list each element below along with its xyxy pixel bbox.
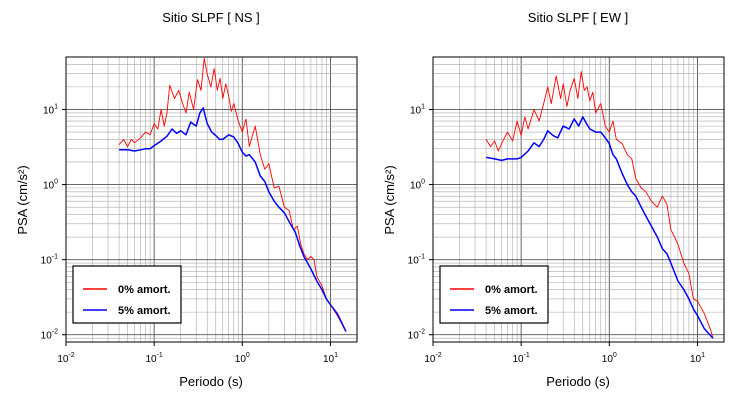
y-axis-label-ew: PSA (cm/s²) — [382, 165, 397, 234]
legend-box-ew — [439, 265, 549, 324]
legend-ew: 0% amort. 5% amort. — [439, 265, 549, 324]
grid-ew — [432, 56, 725, 343]
series-lines-ew — [485, 71, 714, 339]
series-line-ew-1 — [485, 116, 714, 339]
y-tick-label: 101 — [410, 103, 425, 116]
y-tick-labels-ew: 10-2 10-1 100 101 — [408, 103, 433, 342]
x-tick-label: 10-1 — [145, 352, 162, 365]
x-tick-label: 101 — [323, 352, 338, 365]
y-tick-label: 10-2 — [41, 329, 58, 342]
series-line-ns-0 — [118, 57, 347, 332]
y-tick-label: 10-1 — [41, 254, 58, 267]
x-axis-label-ns: Periodo (s) — [179, 374, 243, 389]
plot-frame-ew — [432, 56, 725, 343]
y-tick-labels-ns: 10-2 10-1 100 101 — [41, 103, 66, 342]
series-line-ns-1 — [119, 107, 347, 332]
legend-box-ns — [72, 265, 182, 324]
y-axis-label-ns: PSA (cm/s²) — [15, 165, 30, 234]
x-tick-label: 10-1 — [512, 352, 529, 365]
series-line-ew-0 — [485, 71, 714, 339]
plot-frame-ns — [65, 56, 358, 343]
x-tick-labels-ew: 10-2 10-1 100 101 — [424, 342, 705, 365]
chart-title-ew: Sitio SLPF [ EW ] — [528, 10, 628, 25]
y-tick-label: 10-1 — [408, 254, 425, 267]
x-tick-label: 10-2 — [57, 352, 74, 365]
legend-ns: 0% amort. 5% amort. — [72, 265, 182, 324]
x-tick-label: 101 — [690, 352, 705, 365]
series-lines-ns — [118, 57, 347, 332]
chart-panel-ew: Sitio SLPF [ EW ] 10-2 10-1 100 101 10-210-… — [382, 10, 725, 389]
x-tick-labels-ns: 10-2 10-1 100 101 — [57, 342, 338, 365]
y-tick-label: 101 — [43, 103, 58, 116]
legend-label-ew-0: 0% amort. — [485, 284, 538, 296]
x-axis-label-ew: Periodo (s) — [546, 374, 610, 389]
y-tick-label: 10-2 — [408, 329, 425, 342]
legend-label-ns-1: 5% amort. — [118, 305, 171, 317]
legend-label-ew-1: 5% amort. — [485, 305, 538, 317]
x-tick-label: 100 — [235, 352, 250, 365]
chart-title-ns: Sitio SLPF [ NS ] — [162, 10, 260, 25]
x-tick-label: 10-2 — [424, 352, 441, 365]
legend-label-ns-0: 0% amort. — [118, 284, 171, 296]
x-tick-label: 100 — [602, 352, 617, 365]
y-tick-label: 100 — [410, 179, 425, 192]
y-tick-label: 100 — [43, 179, 58, 192]
chart-panel-ns: Sitio SLPF [ NS ] 10-2 10-1 100 101 10-210-… — [15, 10, 358, 389]
